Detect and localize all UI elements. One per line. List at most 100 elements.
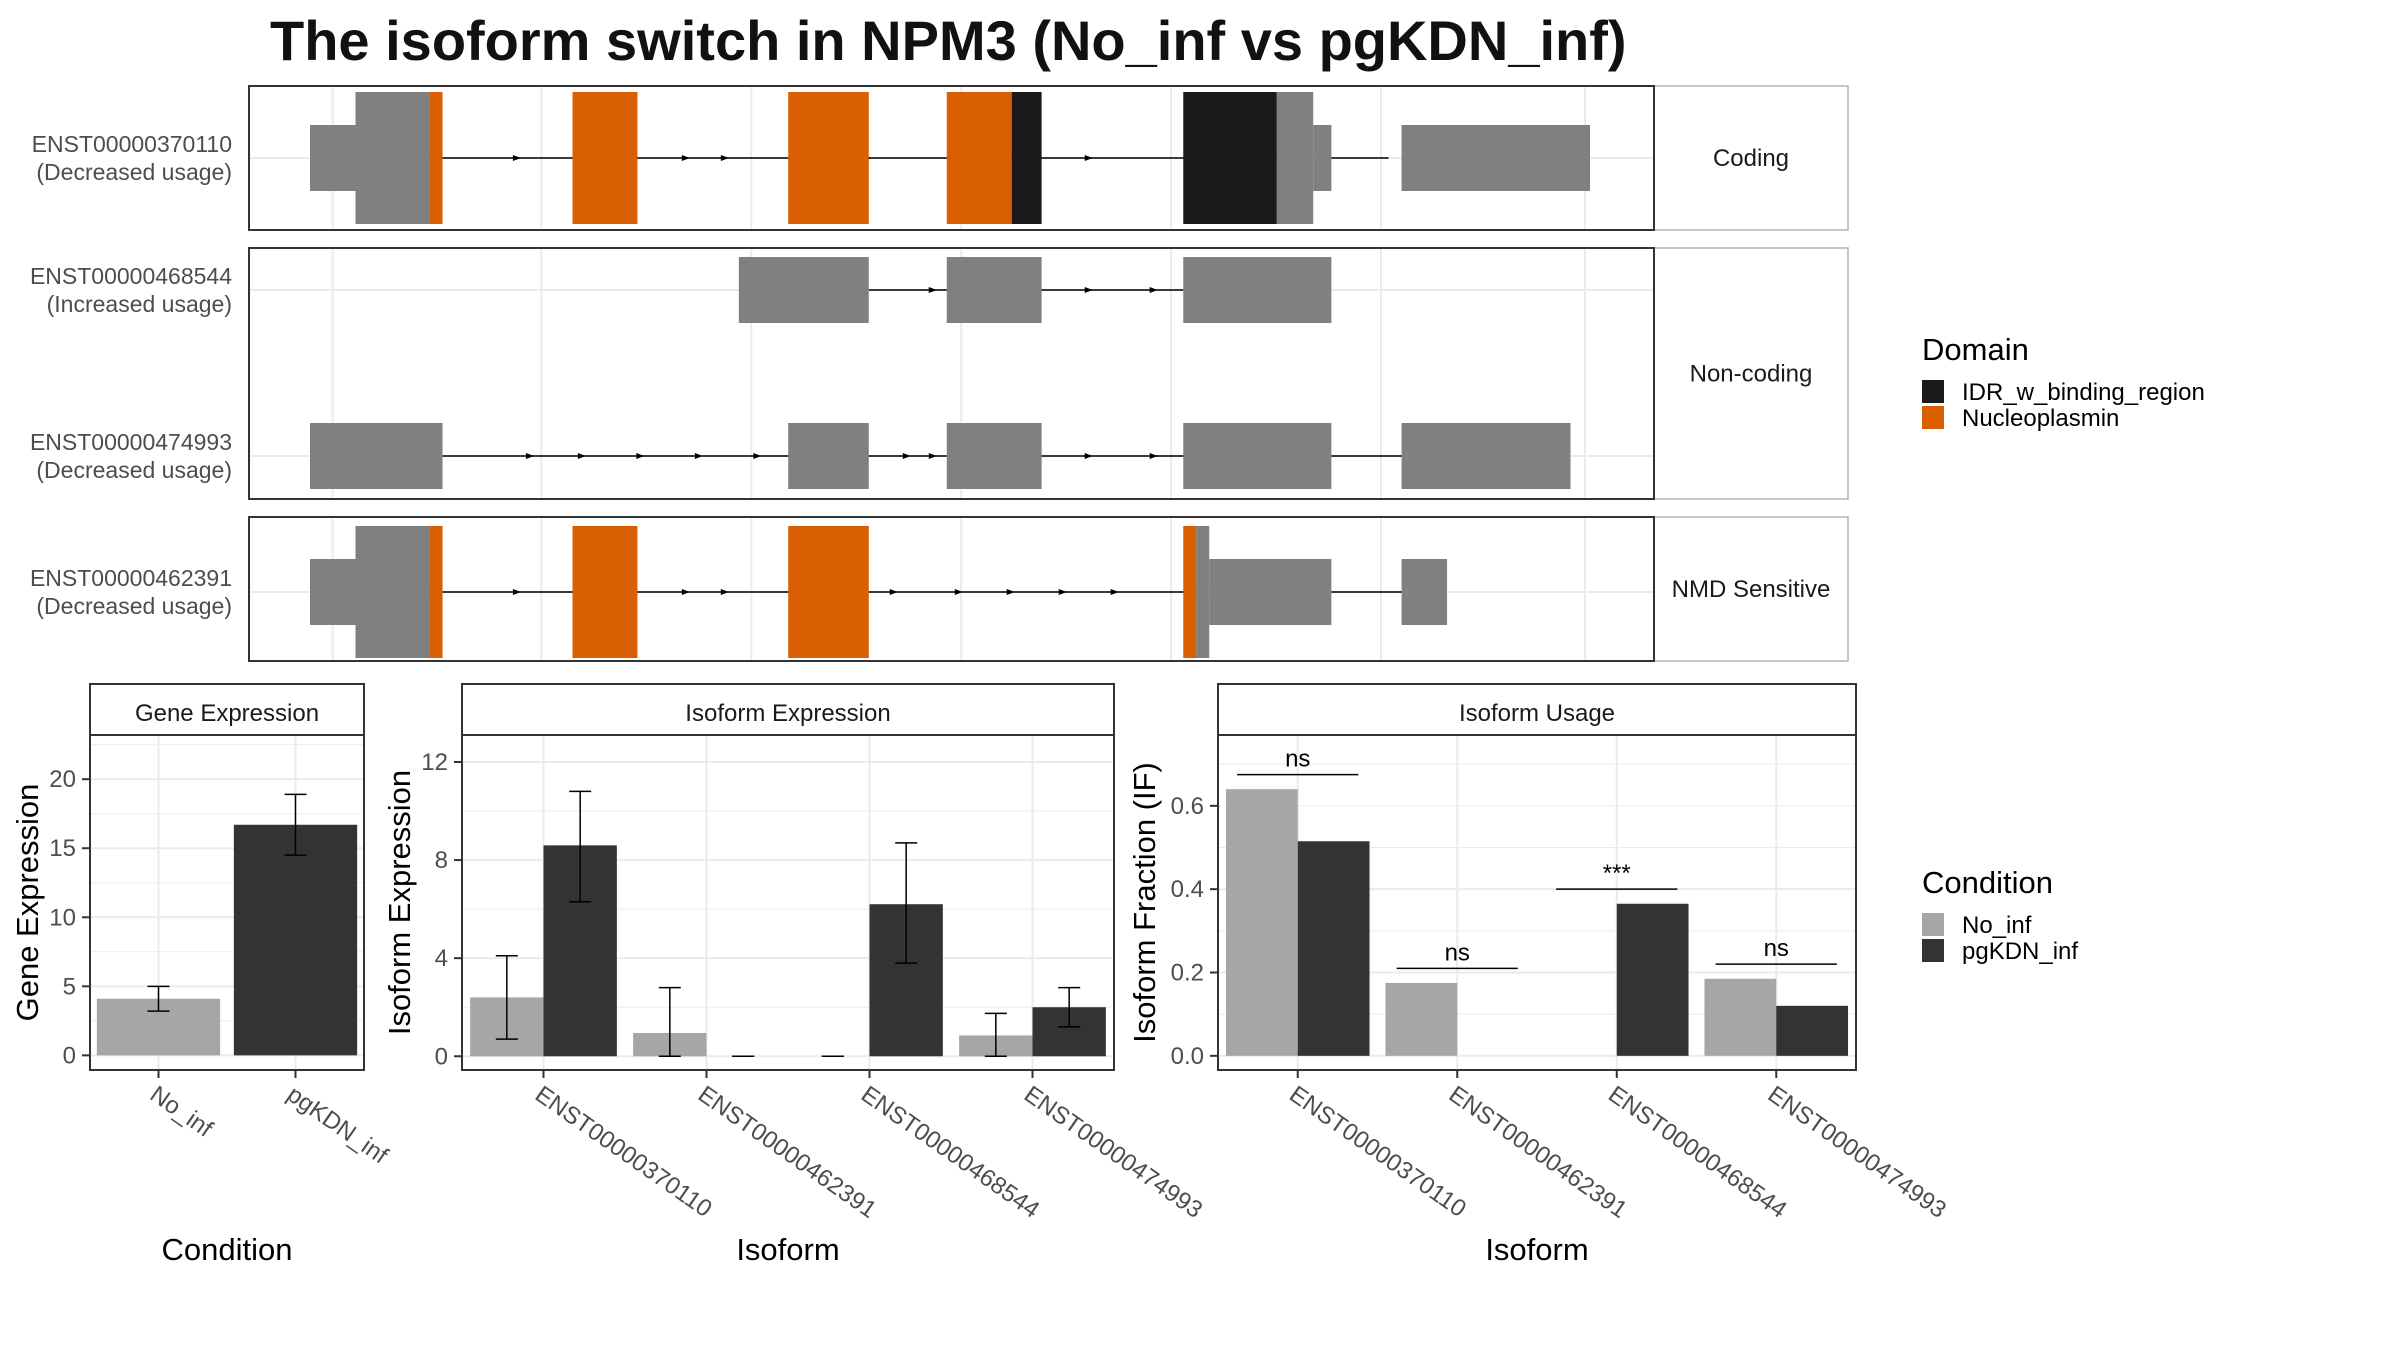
intron-arrow <box>681 589 690 595</box>
intron-arrow <box>512 589 521 595</box>
bar-chart-2: ns ns *** ns Isoform Usage 0.0 0.2 0.4 0.6 ENST00… <box>1127 683 1951 1267</box>
intron-arrow <box>1110 589 1119 595</box>
intron-arrow <box>954 589 963 595</box>
bar <box>233 824 358 1056</box>
bar-chart-1: Isoform Expression04812ENST00000370110EN… <box>382 683 1207 1267</box>
legend-title: Condition <box>1922 865 2053 900</box>
intron-arrow <box>902 453 911 459</box>
x-tick-label: ENST00000462391 <box>693 1081 881 1224</box>
exon <box>788 526 869 658</box>
y-tick-label: 12 <box>421 749 448 776</box>
y-tick-label: 0.2 <box>1171 960 1204 987</box>
isoform-ENST00000474993: ENST00000474993(Decreased usage) <box>30 423 1571 489</box>
exon <box>1183 92 1277 224</box>
isoform-usage-label: (Increased usage) <box>47 291 232 317</box>
exon <box>429 92 443 224</box>
exon <box>310 559 356 625</box>
x-tick-label: ENST00000474993 <box>1019 1081 1207 1224</box>
exon <box>1401 559 1448 625</box>
intron-arrow <box>889 589 898 595</box>
exon <box>1313 125 1332 191</box>
x-axis-title: Isoform <box>736 1232 839 1267</box>
y-axis-title: Isoform Expression <box>382 770 417 1035</box>
panel-title: Isoform Usage <box>1459 700 1615 727</box>
exon <box>310 125 356 191</box>
panel-strip <box>461 683 1115 736</box>
structure-panel-2: NMD Sensitive ENST00000462391(Decreased u… <box>30 516 1849 662</box>
exon <box>1183 257 1332 323</box>
intron-arrow <box>928 453 937 459</box>
isoform-label: ENST00000468544 <box>30 263 232 289</box>
exon <box>355 526 430 658</box>
intron-arrow <box>694 453 703 459</box>
significance-label: ns <box>1285 746 1310 773</box>
legend-label: pgKDN_inf <box>1962 938 2078 965</box>
panel-border <box>248 516 1655 662</box>
bar <box>1616 903 1689 1056</box>
isoform-usage-label: (Decreased usage) <box>36 457 232 483</box>
significance-label: ns <box>1764 935 1789 962</box>
exon <box>310 423 443 489</box>
x-tick-label: ENST00000370110 <box>1284 1081 1471 1223</box>
structure-panel-0: Coding ENST00000370110(Decreased usage) <box>32 85 1849 231</box>
legend-label: IDR_w_binding_region <box>1962 379 2205 406</box>
panel-strip-label: NMD Sensitive <box>1672 576 1831 603</box>
y-tick-label: 0.0 <box>1171 1043 1204 1070</box>
isoform-ENST00000370110: ENST00000370110(Decreased usage) <box>32 92 1590 224</box>
exon <box>946 257 1042 323</box>
exon <box>946 423 1042 489</box>
intron-arrow <box>577 453 586 459</box>
legend-swatch <box>1922 406 1944 429</box>
isoform-label: ENST00000462391 <box>30 565 232 591</box>
isoform-usage-label: (Decreased usage) <box>36 593 232 619</box>
exon <box>1209 559 1332 625</box>
isoform-usage-label: (Decreased usage) <box>36 159 232 185</box>
panel-border <box>248 247 1655 500</box>
y-tick-label: 15 <box>49 835 76 862</box>
legend-swatch <box>1922 913 1944 936</box>
intron-arrow <box>1006 589 1015 595</box>
y-tick-label: 0 <box>435 1043 448 1070</box>
intron-arrow <box>512 155 521 161</box>
panel-strip <box>1653 85 1849 231</box>
bar <box>1704 978 1777 1056</box>
exon <box>1183 423 1332 489</box>
intron-arrow <box>1084 453 1093 459</box>
panel-strip <box>89 683 365 736</box>
panel-title: Isoform Expression <box>685 700 890 727</box>
exon <box>429 526 443 658</box>
bar-chart-0: Gene Expression 0 5 10 15 20 No_inf pgKDN_inf Co… <box>10 683 393 1267</box>
panel-title: Gene Expression <box>135 700 319 727</box>
intron-arrow <box>720 155 729 161</box>
exon <box>1401 125 1590 191</box>
isoform-ENST00000468544: ENST00000468544(Increased usage) <box>30 257 1332 323</box>
x-tick-label: pgKDN_inf <box>282 1081 393 1170</box>
legend-title: Domain <box>1922 332 2029 367</box>
panel-border <box>248 85 1655 231</box>
exon <box>738 257 869 323</box>
exon <box>572 526 638 658</box>
exon <box>788 423 869 489</box>
y-tick-label: 10 <box>49 904 76 931</box>
significance-label: ns <box>1445 939 1470 966</box>
bar <box>1225 789 1298 1056</box>
panel-strip <box>1653 247 1849 500</box>
isoform-label: ENST00000370110 <box>32 131 232 157</box>
x-tick-label: No_inf <box>145 1081 218 1143</box>
bar <box>1776 1005 1849 1056</box>
bar <box>1297 841 1370 1056</box>
legend-label: Nucleoplasmin <box>1962 405 2119 432</box>
y-tick-label: 0.4 <box>1171 876 1204 903</box>
bar <box>1385 982 1458 1056</box>
intron-arrow <box>928 287 937 293</box>
legend-label: No_inf <box>1962 912 2032 939</box>
y-tick-label: 0 <box>63 1042 76 1069</box>
x-tick-label: ENST00000370110 <box>530 1081 717 1223</box>
intron-arrow <box>525 453 534 459</box>
y-axis-title: Isoform Fraction (IF) <box>1127 762 1162 1043</box>
exon <box>572 92 638 224</box>
intron-arrow <box>753 453 762 459</box>
